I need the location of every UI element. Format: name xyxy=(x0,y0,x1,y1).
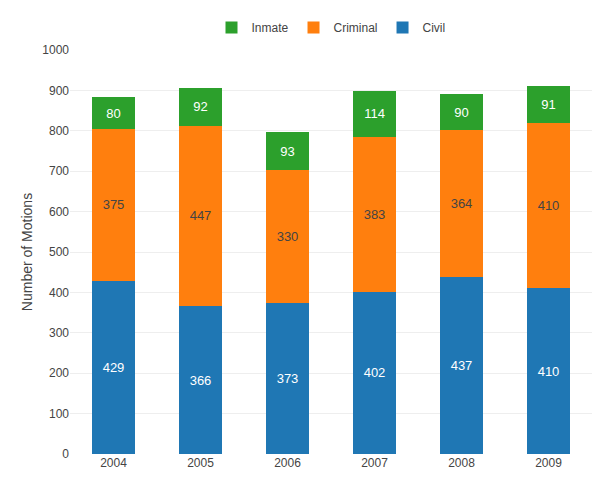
svg-text:330: 330 xyxy=(277,229,299,244)
svg-text:600: 600 xyxy=(49,205,69,219)
svg-text:Criminal: Criminal xyxy=(334,21,378,35)
svg-text:437: 437 xyxy=(451,358,473,373)
svg-text:Inmate: Inmate xyxy=(252,21,289,35)
svg-text:300: 300 xyxy=(49,326,69,340)
svg-text:80: 80 xyxy=(106,106,120,121)
svg-text:402: 402 xyxy=(364,365,386,380)
svg-text:100: 100 xyxy=(49,407,69,421)
svg-text:373: 373 xyxy=(277,371,299,386)
svg-text:500: 500 xyxy=(49,245,69,259)
svg-text:114: 114 xyxy=(364,106,385,121)
svg-text:429: 429 xyxy=(103,360,125,375)
svg-text:93: 93 xyxy=(280,144,294,159)
svg-text:366: 366 xyxy=(190,373,212,388)
svg-text:2004: 2004 xyxy=(100,456,127,470)
svg-text:0: 0 xyxy=(62,447,69,461)
svg-text:1000: 1000 xyxy=(42,43,69,57)
svg-text:900: 900 xyxy=(49,84,69,98)
svg-text:2007: 2007 xyxy=(361,456,388,470)
svg-text:383: 383 xyxy=(364,207,386,222)
svg-text:800: 800 xyxy=(49,124,69,138)
svg-text:2008: 2008 xyxy=(448,456,475,470)
svg-text:2009: 2009 xyxy=(535,456,562,470)
svg-text:447: 447 xyxy=(190,208,212,223)
svg-text:400: 400 xyxy=(49,286,69,300)
svg-text:92: 92 xyxy=(193,99,207,114)
svg-text:2005: 2005 xyxy=(187,456,214,470)
svg-text:200: 200 xyxy=(49,366,69,380)
svg-text:2006: 2006 xyxy=(274,456,301,470)
svg-text:410: 410 xyxy=(538,198,560,213)
svg-text:364: 364 xyxy=(451,196,473,211)
svg-text:700: 700 xyxy=(49,164,69,178)
svg-text:375: 375 xyxy=(103,197,125,212)
svg-text:Civil: Civil xyxy=(423,21,446,35)
svg-text:410: 410 xyxy=(538,364,560,379)
svg-text:90: 90 xyxy=(454,105,468,120)
svg-text:91: 91 xyxy=(541,97,555,112)
svg-text:Number of Motions: Number of Motions xyxy=(19,193,35,311)
